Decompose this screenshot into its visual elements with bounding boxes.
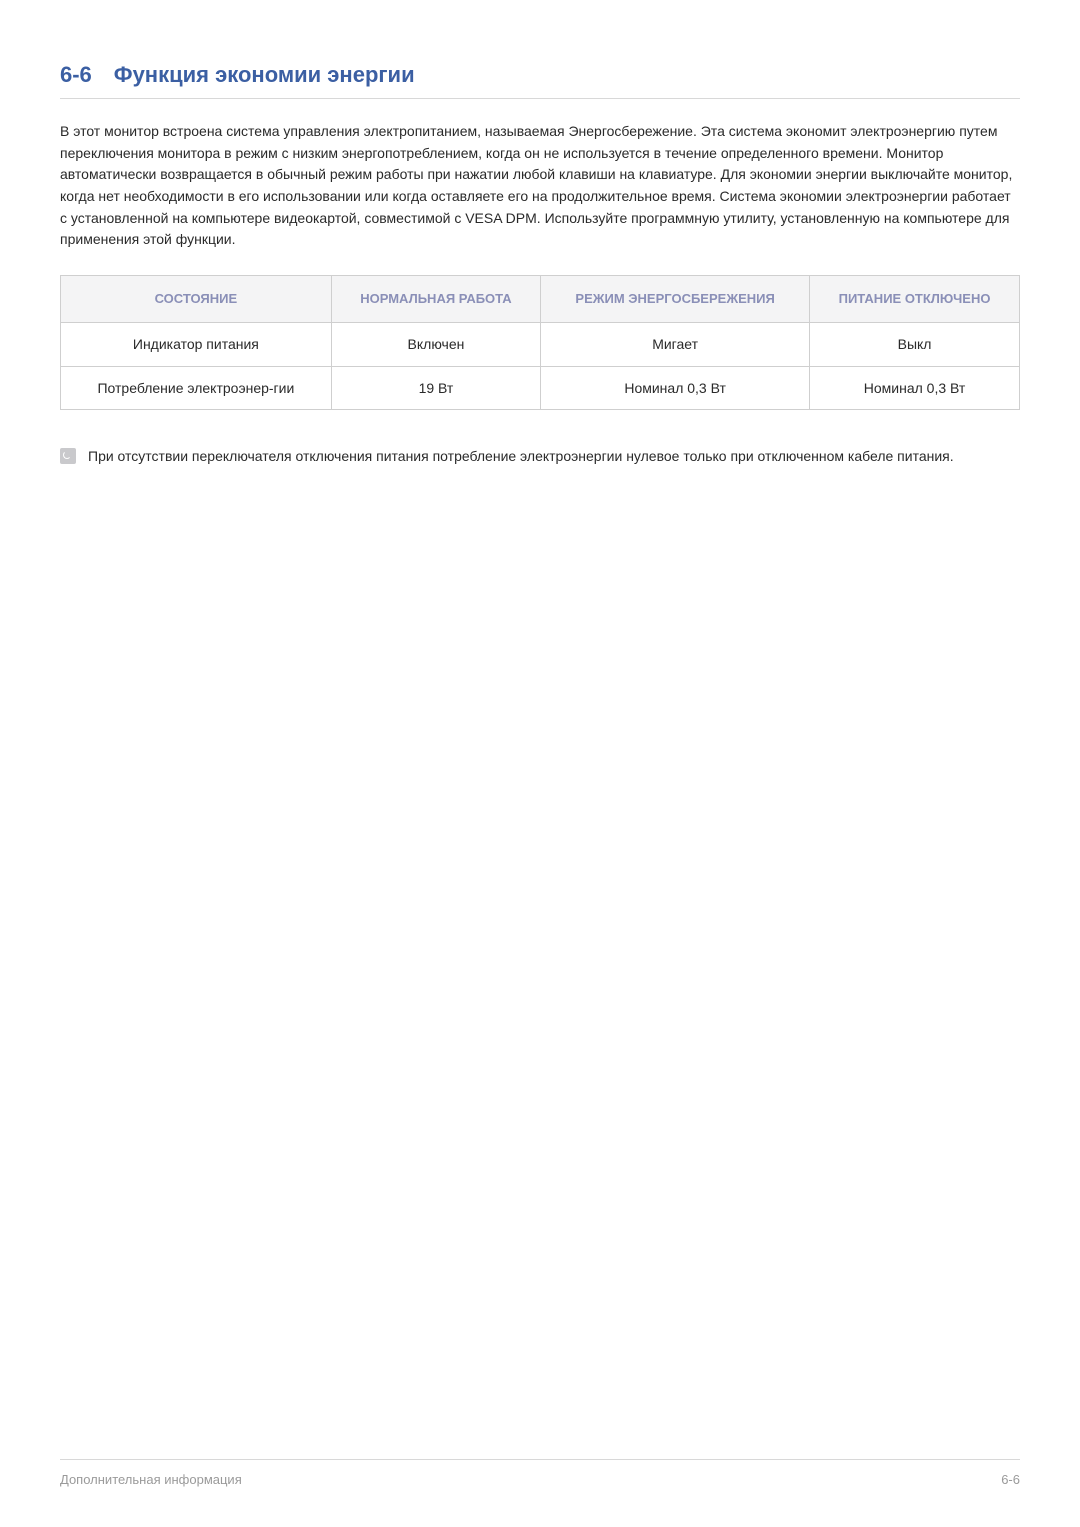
power-saving-table: СОСТОЯНИЕ НОРМАЛЬНАЯ РАБОТА РЕЖИМ ЭНЕРГО… xyxy=(60,275,1020,410)
page-content: 6-6 Функция экономии энергии В этот мони… xyxy=(0,0,1080,468)
section-title: Функция экономии энергии xyxy=(114,62,415,88)
col-off: ПИТАНИЕ ОТКЛЮЧЕНО xyxy=(810,276,1020,323)
cell: Номинал 0,3 Вт xyxy=(541,366,810,410)
col-normal: НОРМАЛЬНАЯ РАБОТА xyxy=(331,276,540,323)
note-block: При отсутствии переключателя отключения … xyxy=(60,446,1020,468)
intro-paragraph: В этот монитор встроена система управлен… xyxy=(60,121,1020,251)
cell: Номинал 0,3 Вт xyxy=(810,366,1020,410)
table-header-row: СОСТОЯНИЕ НОРМАЛЬНАЯ РАБОТА РЕЖИМ ЭНЕРГО… xyxy=(61,276,1020,323)
col-saving: РЕЖИМ ЭНЕРГОСБЕРЕЖЕНИЯ xyxy=(541,276,810,323)
col-state: СОСТОЯНИЕ xyxy=(61,276,332,323)
cell: Мигает xyxy=(541,322,810,366)
cell: 19 Вт xyxy=(331,366,540,410)
footer-left: Дополнительная информация xyxy=(60,1472,242,1487)
cell: Потребление электроэнер-гии xyxy=(61,366,332,410)
note-text: При отсутствии переключателя отключения … xyxy=(88,446,954,468)
section-number: 6-6 xyxy=(60,62,92,88)
section-heading: 6-6 Функция экономии энергии xyxy=(60,62,1020,99)
table-row: Индикатор питания Включен Мигает Выкл xyxy=(61,322,1020,366)
table-row: Потребление электроэнер-гии 19 Вт Номина… xyxy=(61,366,1020,410)
page-footer: Дополнительная информация 6-6 xyxy=(60,1459,1020,1487)
footer-right: 6-6 xyxy=(1001,1472,1020,1487)
cell: Выкл xyxy=(810,322,1020,366)
note-icon xyxy=(60,448,76,464)
cell: Индикатор питания xyxy=(61,322,332,366)
cell: Включен xyxy=(331,322,540,366)
